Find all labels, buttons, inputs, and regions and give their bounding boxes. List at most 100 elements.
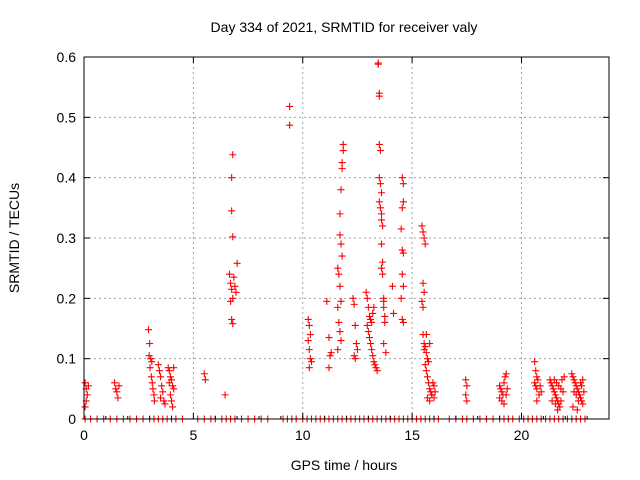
data-point (166, 391, 174, 399)
data-point (579, 400, 587, 408)
data-point (201, 376, 209, 384)
data-point (200, 370, 208, 378)
data-point (145, 352, 153, 360)
data-point (165, 367, 173, 375)
data-point (398, 246, 406, 254)
data-point (367, 340, 375, 348)
data-point (536, 382, 544, 390)
data-point (533, 385, 541, 393)
data-point (338, 165, 346, 173)
data-points (81, 59, 589, 423)
data-point (150, 391, 158, 399)
data-point (337, 240, 345, 248)
data-point (399, 282, 407, 290)
data-point (228, 207, 236, 215)
data-point (325, 334, 333, 342)
data-point (557, 397, 565, 405)
data-point (500, 400, 508, 408)
data-point (227, 279, 235, 287)
data-point (229, 320, 237, 328)
data-point (351, 355, 359, 363)
data-point (155, 367, 163, 375)
data-point (231, 282, 239, 290)
data-point (146, 364, 154, 372)
data-point (364, 328, 372, 336)
data-point (81, 403, 89, 411)
data-point (165, 379, 173, 387)
y-tick-label: 0.6 (57, 49, 77, 65)
data-point (500, 379, 508, 387)
data-point (462, 391, 470, 399)
data-point (418, 297, 426, 305)
data-point (336, 328, 344, 336)
data-point (399, 198, 407, 206)
x-tick-label: 20 (514, 427, 530, 443)
data-point (334, 264, 342, 272)
data-point (422, 349, 430, 357)
data-point (349, 294, 357, 302)
data-point (145, 326, 153, 334)
data-point (334, 346, 342, 354)
data-point (378, 216, 385, 224)
data-point (426, 397, 434, 405)
data-point (304, 337, 312, 345)
data-point (371, 361, 379, 369)
data-point (376, 204, 384, 212)
data-point (335, 318, 343, 326)
data-point (325, 364, 333, 372)
y-tick-label: 0 (68, 411, 76, 427)
data-point (370, 358, 378, 366)
data-point (532, 367, 540, 375)
data-point (150, 397, 158, 405)
data-point (350, 300, 358, 308)
data-point (229, 151, 237, 159)
chart-title: Day 334 of 2021, SRMTID for receiver val… (211, 19, 478, 35)
data-point (336, 282, 344, 290)
data-point (376, 180, 384, 188)
data-point (423, 373, 431, 381)
data-point (338, 159, 346, 167)
data-point (496, 382, 504, 390)
data-point (148, 358, 156, 366)
data-point (362, 288, 370, 296)
data-point (378, 189, 385, 197)
data-point (228, 285, 236, 293)
data-point (81, 379, 89, 387)
data-point (379, 270, 387, 278)
data-point (421, 361, 429, 369)
x-tick-label: 10 (295, 427, 311, 443)
data-point (426, 385, 434, 393)
data-point (463, 397, 471, 405)
data-point (399, 318, 407, 326)
y-tick-label: 0.4 (57, 170, 77, 186)
data-point (304, 315, 312, 323)
data-point (399, 180, 407, 188)
data-point (335, 270, 343, 278)
data-point (115, 382, 123, 390)
data-point (549, 385, 557, 393)
data-point (168, 397, 175, 405)
data-point (463, 382, 471, 390)
data-point (503, 385, 511, 393)
data-point (375, 198, 383, 206)
data-point (337, 297, 345, 305)
data-point (388, 282, 396, 290)
data-point (146, 340, 154, 348)
data-point (159, 388, 167, 396)
data-point (352, 340, 360, 348)
data-point (497, 385, 505, 393)
data-point (375, 174, 383, 182)
data-point (462, 376, 470, 384)
data-point (573, 406, 581, 414)
data-point (398, 270, 406, 278)
data-point (379, 222, 387, 230)
data-point (166, 373, 174, 381)
grid-lines (84, 57, 609, 419)
data-point (365, 334, 373, 342)
data-point (369, 309, 377, 317)
data-point (334, 303, 342, 311)
data-point (551, 391, 559, 399)
data-point (373, 367, 381, 375)
data-point (351, 321, 359, 329)
